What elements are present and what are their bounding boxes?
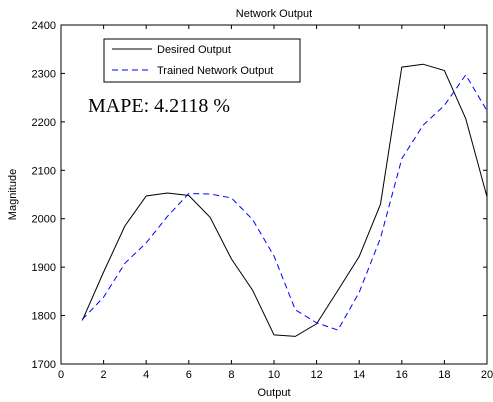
legend-label-desired-output: Desired Output	[157, 44, 231, 56]
chart-title: Network Output	[236, 8, 312, 20]
legend: Desired Output Trained Network Output	[103, 38, 301, 83]
x-tick-label: 16	[396, 369, 408, 381]
desired-output-line	[81, 63, 488, 337]
x-tick-label: 6	[186, 369, 192, 381]
x-tick-label: 10	[268, 369, 280, 381]
y-tick-label: 1800	[32, 311, 56, 323]
legend-label-trained-network-output: Trained Network Output	[157, 65, 273, 77]
y-tick-label: 2300	[32, 68, 56, 80]
x-tick-label: 4	[143, 369, 149, 381]
y-tick-label: 2400	[32, 20, 56, 32]
x-axis-label: Output	[257, 387, 290, 399]
trained-network-output-line	[81, 73, 488, 331]
x-tick-label: 8	[228, 369, 234, 381]
x-tick-label: 12	[310, 369, 322, 381]
x-tick-label: 20	[481, 369, 493, 381]
mape-annotation: MAPE: 4.2118 %	[88, 95, 230, 117]
y-tick-label: 2000	[32, 214, 56, 226]
x-tick-label: 14	[353, 369, 365, 381]
y-tick-label: 1700	[32, 359, 56, 371]
y-tick-label: 2200	[32, 117, 56, 129]
axis-ticks: 0 2 4 6 8 10 12 14 16 18 20 1700 1800 1900 2000 2100 220…	[32, 20, 493, 381]
y-tick-label: 2100	[32, 165, 56, 177]
x-tick-label: 0	[58, 369, 64, 381]
y-tick-label: 1900	[32, 262, 56, 274]
x-tick-label: 2	[101, 369, 107, 381]
legend-box	[103, 38, 301, 83]
series-lines	[81, 63, 488, 337]
x-tick-label: 18	[438, 369, 450, 381]
y-axis-label: Magnitude	[7, 169, 19, 220]
